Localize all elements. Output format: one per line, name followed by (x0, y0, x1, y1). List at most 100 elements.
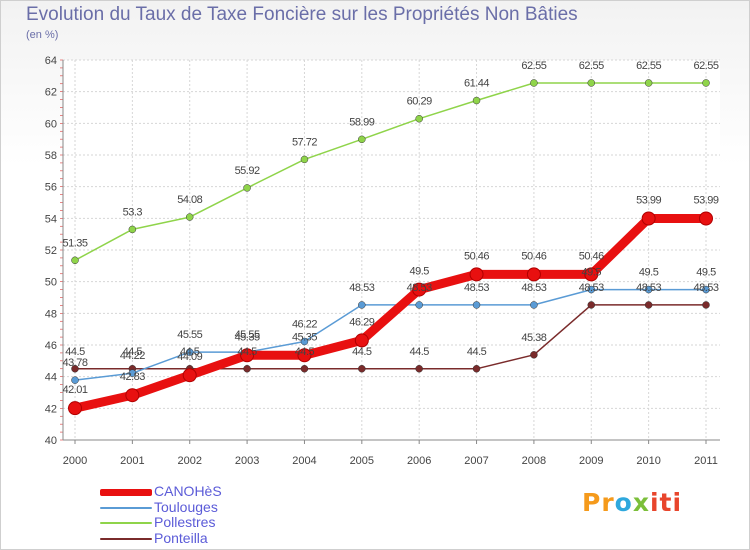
legend-label: Toulouges (154, 498, 218, 515)
data-point (584, 267, 599, 282)
legend-label: CANOHèS (154, 483, 222, 499)
data-label: 50.46 (464, 250, 489, 262)
x-tick-label: 2005 (350, 455, 374, 467)
y-tick-label: 50 (45, 277, 57, 289)
y-tick-label: 52 (45, 245, 57, 257)
data-label: 44.5 (65, 346, 85, 358)
y-tick-label: 56 (45, 182, 57, 194)
data-point (182, 368, 197, 383)
data-label: 62.55 (579, 60, 604, 72)
data-point (526, 267, 541, 282)
data-point (128, 369, 137, 377)
data-point (415, 114, 423, 123)
data-label: 48.53 (349, 282, 374, 294)
data-label: 42.01 (62, 384, 87, 396)
data-label: 49.5 (409, 266, 429, 278)
x-tick-label: 2008 (522, 455, 546, 467)
x-tick-label: 2004 (292, 455, 316, 467)
data-label: 48.53 (407, 282, 432, 294)
data-point (185, 213, 194, 221)
y-tick-label: 62 (45, 87, 57, 99)
data-label: 46.29 (349, 316, 374, 328)
y-tick-label: 48 (45, 308, 57, 320)
data-label: 57.72 (292, 136, 317, 148)
data-point (469, 267, 484, 282)
data-label: 44.5 (352, 346, 372, 358)
data-point (699, 211, 713, 226)
data-point (300, 155, 309, 164)
data-label: 43.78 (62, 357, 87, 369)
data-point (358, 135, 366, 144)
data-point (644, 301, 653, 309)
proxiti-logo: Proxiti (582, 488, 683, 517)
data-point (641, 211, 656, 226)
data-label: 62.55 (693, 60, 718, 72)
data-point (358, 301, 366, 309)
series-line-pollestres (74, 82, 707, 262)
data-label: 46.22 (292, 319, 317, 331)
data-label: 45.38 (521, 332, 546, 344)
data-label: 45.35 (292, 331, 317, 343)
y-tick-label: 46 (45, 340, 57, 352)
data-label: 49.5 (696, 267, 716, 279)
data-point (472, 96, 481, 105)
x-tick-label: 2002 (177, 455, 201, 467)
data-label: 44.5 (123, 346, 143, 358)
data-label: 44.5 (237, 346, 257, 358)
data-point (415, 365, 423, 373)
data-label: 48.53 (521, 282, 546, 294)
data-label: 49.5 (639, 267, 659, 279)
y-tick-label: 42 (45, 403, 57, 415)
x-tick-label: 2007 (464, 455, 488, 467)
data-label: 44.5 (409, 346, 429, 358)
x-tick-label: 2010 (636, 455, 660, 467)
data-point (358, 365, 366, 373)
data-point (128, 225, 137, 234)
data-point (354, 333, 369, 348)
data-point (297, 348, 312, 363)
y-tick-label: 44 (45, 372, 57, 384)
data-point (472, 301, 481, 309)
y-axis-unit-label: (en %) (26, 29, 59, 41)
data-point (243, 365, 251, 373)
data-label: 50.46 (521, 250, 546, 262)
data-point (587, 79, 596, 87)
data-label: 58.99 (349, 116, 374, 128)
data-point (300, 365, 309, 373)
data-point (702, 79, 710, 87)
data-label: 49.5 (582, 267, 602, 279)
legend-swatch (100, 537, 152, 540)
data-label: 51.35 (62, 237, 87, 249)
data-point (530, 301, 538, 309)
legend-label: Pollestres (154, 514, 216, 530)
data-label: 53.3 (123, 206, 143, 218)
y-tick-label: 64 (45, 55, 57, 67)
data-label: 62.55 (636, 60, 661, 72)
data-point (530, 351, 538, 359)
data-point (300, 337, 309, 346)
x-tick-label: 2006 (407, 455, 431, 467)
data-point (68, 401, 82, 416)
legend-swatch (100, 488, 152, 496)
data-label: 60.29 (407, 96, 432, 108)
data-point (412, 282, 427, 297)
x-tick-label: 2011 (694, 455, 718, 467)
legend-swatch (100, 522, 152, 524)
data-point (71, 376, 79, 384)
data-label: 61.44 (464, 78, 489, 90)
data-label: 44.22 (120, 350, 145, 362)
data-point (702, 301, 710, 309)
data-label: 55.92 (235, 165, 260, 177)
x-tick-label: 2009 (579, 455, 603, 467)
data-point (644, 79, 653, 87)
series-line-toulouges (74, 288, 707, 381)
data-point (415, 301, 423, 309)
data-label: 45.55 (177, 329, 202, 341)
data-label: 50.46 (579, 250, 604, 262)
data-point (702, 285, 710, 294)
legend-swatch (100, 506, 152, 509)
data-label: 54.08 (177, 194, 202, 206)
x-tick-label: 2001 (120, 455, 144, 467)
data-label: 48.53 (636, 282, 661, 294)
